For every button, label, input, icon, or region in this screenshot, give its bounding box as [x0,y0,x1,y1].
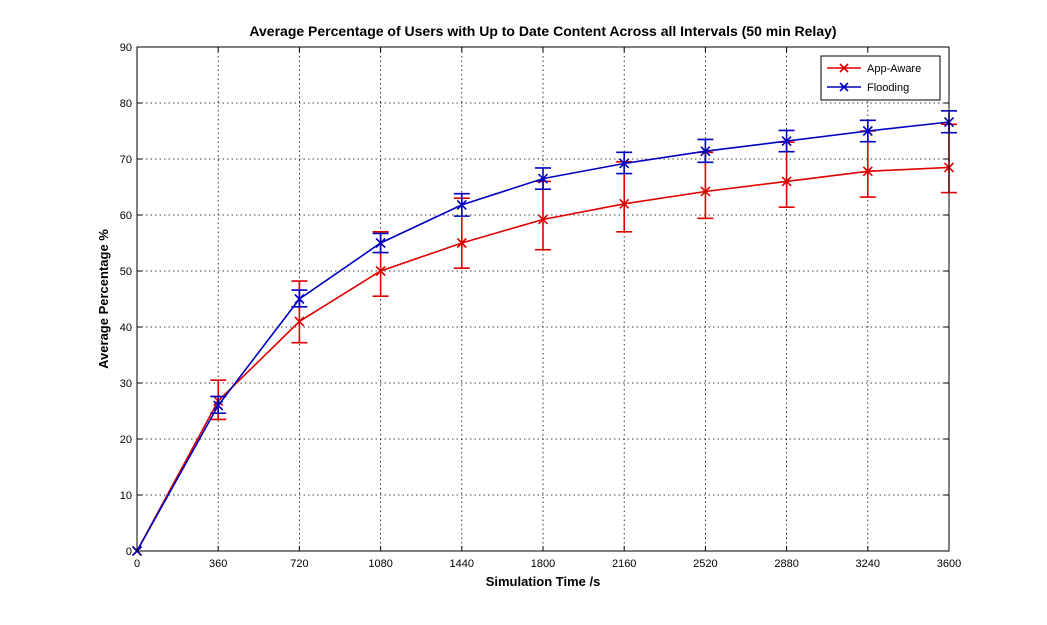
point-marker-stroke [456,199,467,210]
x-axis-label: Simulation Time /s [486,574,601,589]
data-point [619,198,630,209]
x-tick-label: 2520 [693,558,717,570]
data-point [862,166,873,177]
data-point [375,265,386,277]
legend-marker-stroke [839,63,849,73]
data-point [862,125,873,137]
point-marker-stroke [294,293,305,305]
x-tick-label: 3240 [856,558,880,570]
y-tick-label: 50 [120,266,132,278]
y-tick-label: 40 [120,322,132,334]
plot-frame [136,46,950,552]
chart-title: Average Percentage of Users with Up to D… [249,23,836,39]
data-point [294,293,305,305]
data-point [375,237,386,249]
x-tick-label: 720 [290,558,308,570]
point-marker-stroke [700,186,711,197]
x-tick-label: 2160 [612,558,636,570]
data-point [781,176,792,187]
y-tick-label: 90 [120,42,132,54]
x-tick-label: 1080 [368,558,392,570]
point-marker-stroke [213,400,224,411]
legend-marker-stroke [839,82,849,92]
y-tick-label: 80 [120,98,132,110]
data-point [781,136,792,147]
point-marker-stroke [862,166,873,177]
data-point [537,173,549,184]
point-marker-stroke [456,237,467,249]
y-tick-label: 10 [120,490,132,502]
y-tick-label: 0 [126,546,132,558]
legend-label: App-Aware [867,63,921,75]
legend-entry-flooding: Flooding [827,82,909,94]
x-tick-label: 3600 [937,558,961,570]
legend-box [820,55,941,101]
point-marker-stroke [862,125,873,137]
y-tick-label: 30 [120,378,132,390]
x-tick-label: 2880 [774,558,798,570]
y-tick-label: 70 [120,154,132,166]
data-point [456,237,467,249]
data-point [700,146,711,157]
y-axis-label: Average Percentage % [96,229,111,369]
point-marker-stroke [781,176,792,187]
legend-label: Flooding [867,82,909,94]
series-group [131,110,957,557]
series-flooding [131,110,957,557]
point-marker-stroke [619,198,630,209]
point-marker-stroke [375,237,386,249]
point-marker-stroke [294,316,305,327]
legend-entry-app-aware: App-Aware [827,63,921,75]
data-point [213,400,224,411]
y-tick-label: 20 [120,434,132,446]
axis-ticks: 0 360 720 1080 1440 1800 2160 2520 2880 3240 36000… [120,42,961,570]
x-tick-label: 1440 [450,558,474,570]
data-point [619,158,630,169]
point-marker-stroke [700,146,711,157]
x-tick-label: 360 [209,558,227,570]
data-point [456,199,467,210]
point-marker-stroke [619,158,630,169]
point-marker-stroke [781,136,792,147]
x-tick-label: 0 [134,558,140,570]
point-marker-stroke [537,214,549,225]
data-point [294,316,305,327]
legend: App-Aware Flooding [820,55,941,101]
point-marker-stroke [375,265,386,277]
x-tick-label: 1800 [531,558,555,570]
point-marker-stroke [537,173,549,184]
data-point [537,214,549,225]
data-point [700,186,711,197]
y-tick-label: 60 [120,210,132,222]
